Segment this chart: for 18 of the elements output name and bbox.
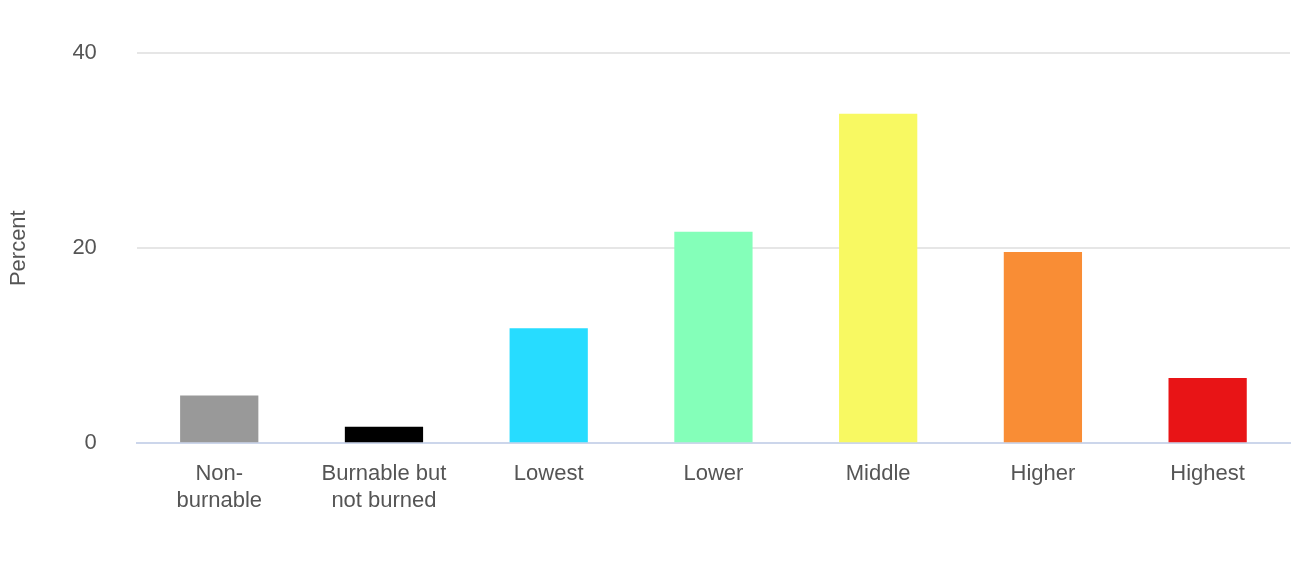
x-tick-label: Lower xyxy=(683,460,744,486)
y-tick-label: 0 xyxy=(84,429,97,455)
bar xyxy=(839,113,918,443)
bar xyxy=(344,426,424,443)
x-tick-label: Non-burnable xyxy=(176,460,263,512)
bar xyxy=(509,328,588,443)
y-axis-title: Percent xyxy=(5,210,31,287)
x-tick-label: Middle xyxy=(845,460,911,486)
bar xyxy=(1168,377,1247,443)
bar xyxy=(1003,252,1083,443)
x-tick-label: Higher xyxy=(1010,460,1076,486)
x-tick-label: Lowest xyxy=(513,460,584,486)
x-tick-label: Burnable but not burned xyxy=(321,460,447,512)
y-tick-label: 20 xyxy=(72,234,97,260)
bar xyxy=(674,231,753,443)
bar xyxy=(180,395,259,443)
x-tick-label: Highest xyxy=(1170,460,1245,486)
y-tick-label: 40 xyxy=(72,39,97,65)
